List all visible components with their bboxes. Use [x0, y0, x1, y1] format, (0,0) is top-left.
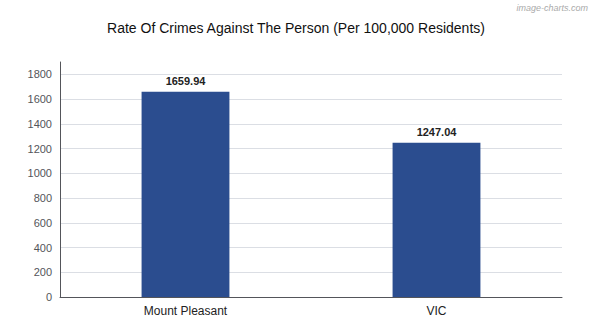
svg-text:1400: 1400 [28, 118, 52, 130]
svg-text:Mount Pleasant: Mount Pleasant [144, 304, 228, 318]
svg-text:600: 600 [34, 217, 52, 229]
svg-text:image-charts.com: image-charts.com [516, 3, 588, 13]
svg-text:Rate Of Crimes Against The Per: Rate Of Crimes Against The Person (Per 1… [107, 20, 485, 36]
svg-text:1200: 1200 [28, 143, 52, 155]
svg-text:VIC: VIC [426, 304, 446, 318]
svg-text:1659.94: 1659.94 [166, 75, 207, 87]
svg-text:800: 800 [34, 192, 52, 204]
svg-text:200: 200 [34, 266, 52, 278]
svg-text:1000: 1000 [28, 167, 52, 179]
svg-text:1600: 1600 [28, 93, 52, 105]
svg-text:400: 400 [34, 242, 52, 254]
svg-text:0: 0 [46, 291, 52, 303]
svg-text:1247.04: 1247.04 [417, 126, 458, 138]
svg-text:1800: 1800 [28, 68, 52, 80]
